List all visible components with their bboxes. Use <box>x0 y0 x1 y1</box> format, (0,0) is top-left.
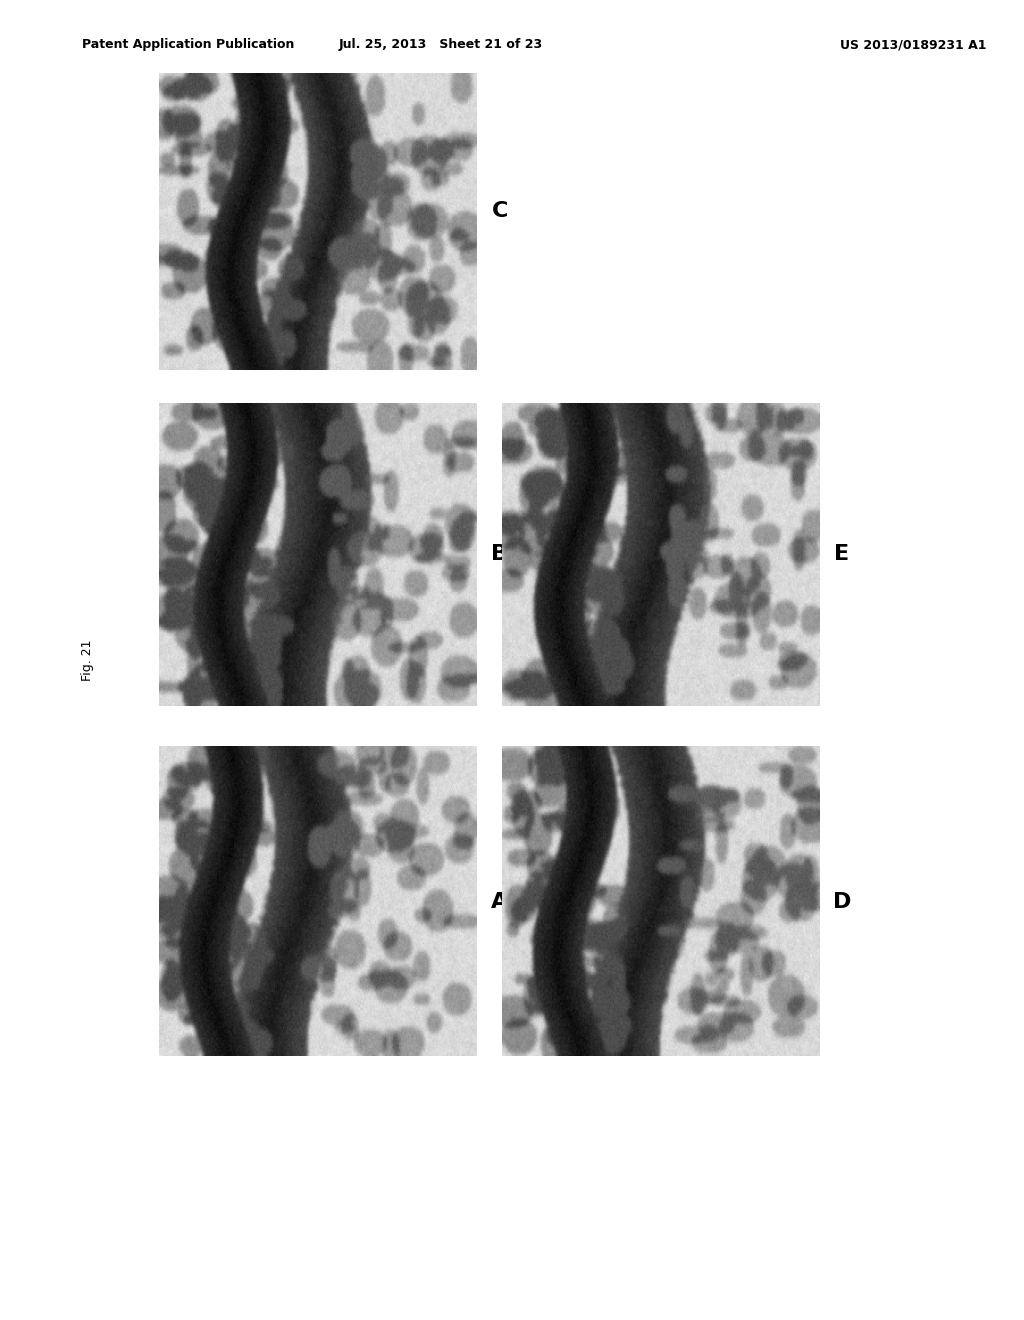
Text: D: D <box>833 891 851 912</box>
Text: Patent Application Publication: Patent Application Publication <box>82 38 294 51</box>
Text: Jul. 25, 2013   Sheet 21 of 23: Jul. 25, 2013 Sheet 21 of 23 <box>338 38 543 51</box>
Text: A: A <box>492 891 508 912</box>
Text: C: C <box>492 201 508 222</box>
Text: Fig. 21: Fig. 21 <box>81 639 93 681</box>
Text: E: E <box>835 544 849 565</box>
Text: B: B <box>492 544 508 565</box>
Text: US 2013/0189231 A1: US 2013/0189231 A1 <box>840 38 986 51</box>
